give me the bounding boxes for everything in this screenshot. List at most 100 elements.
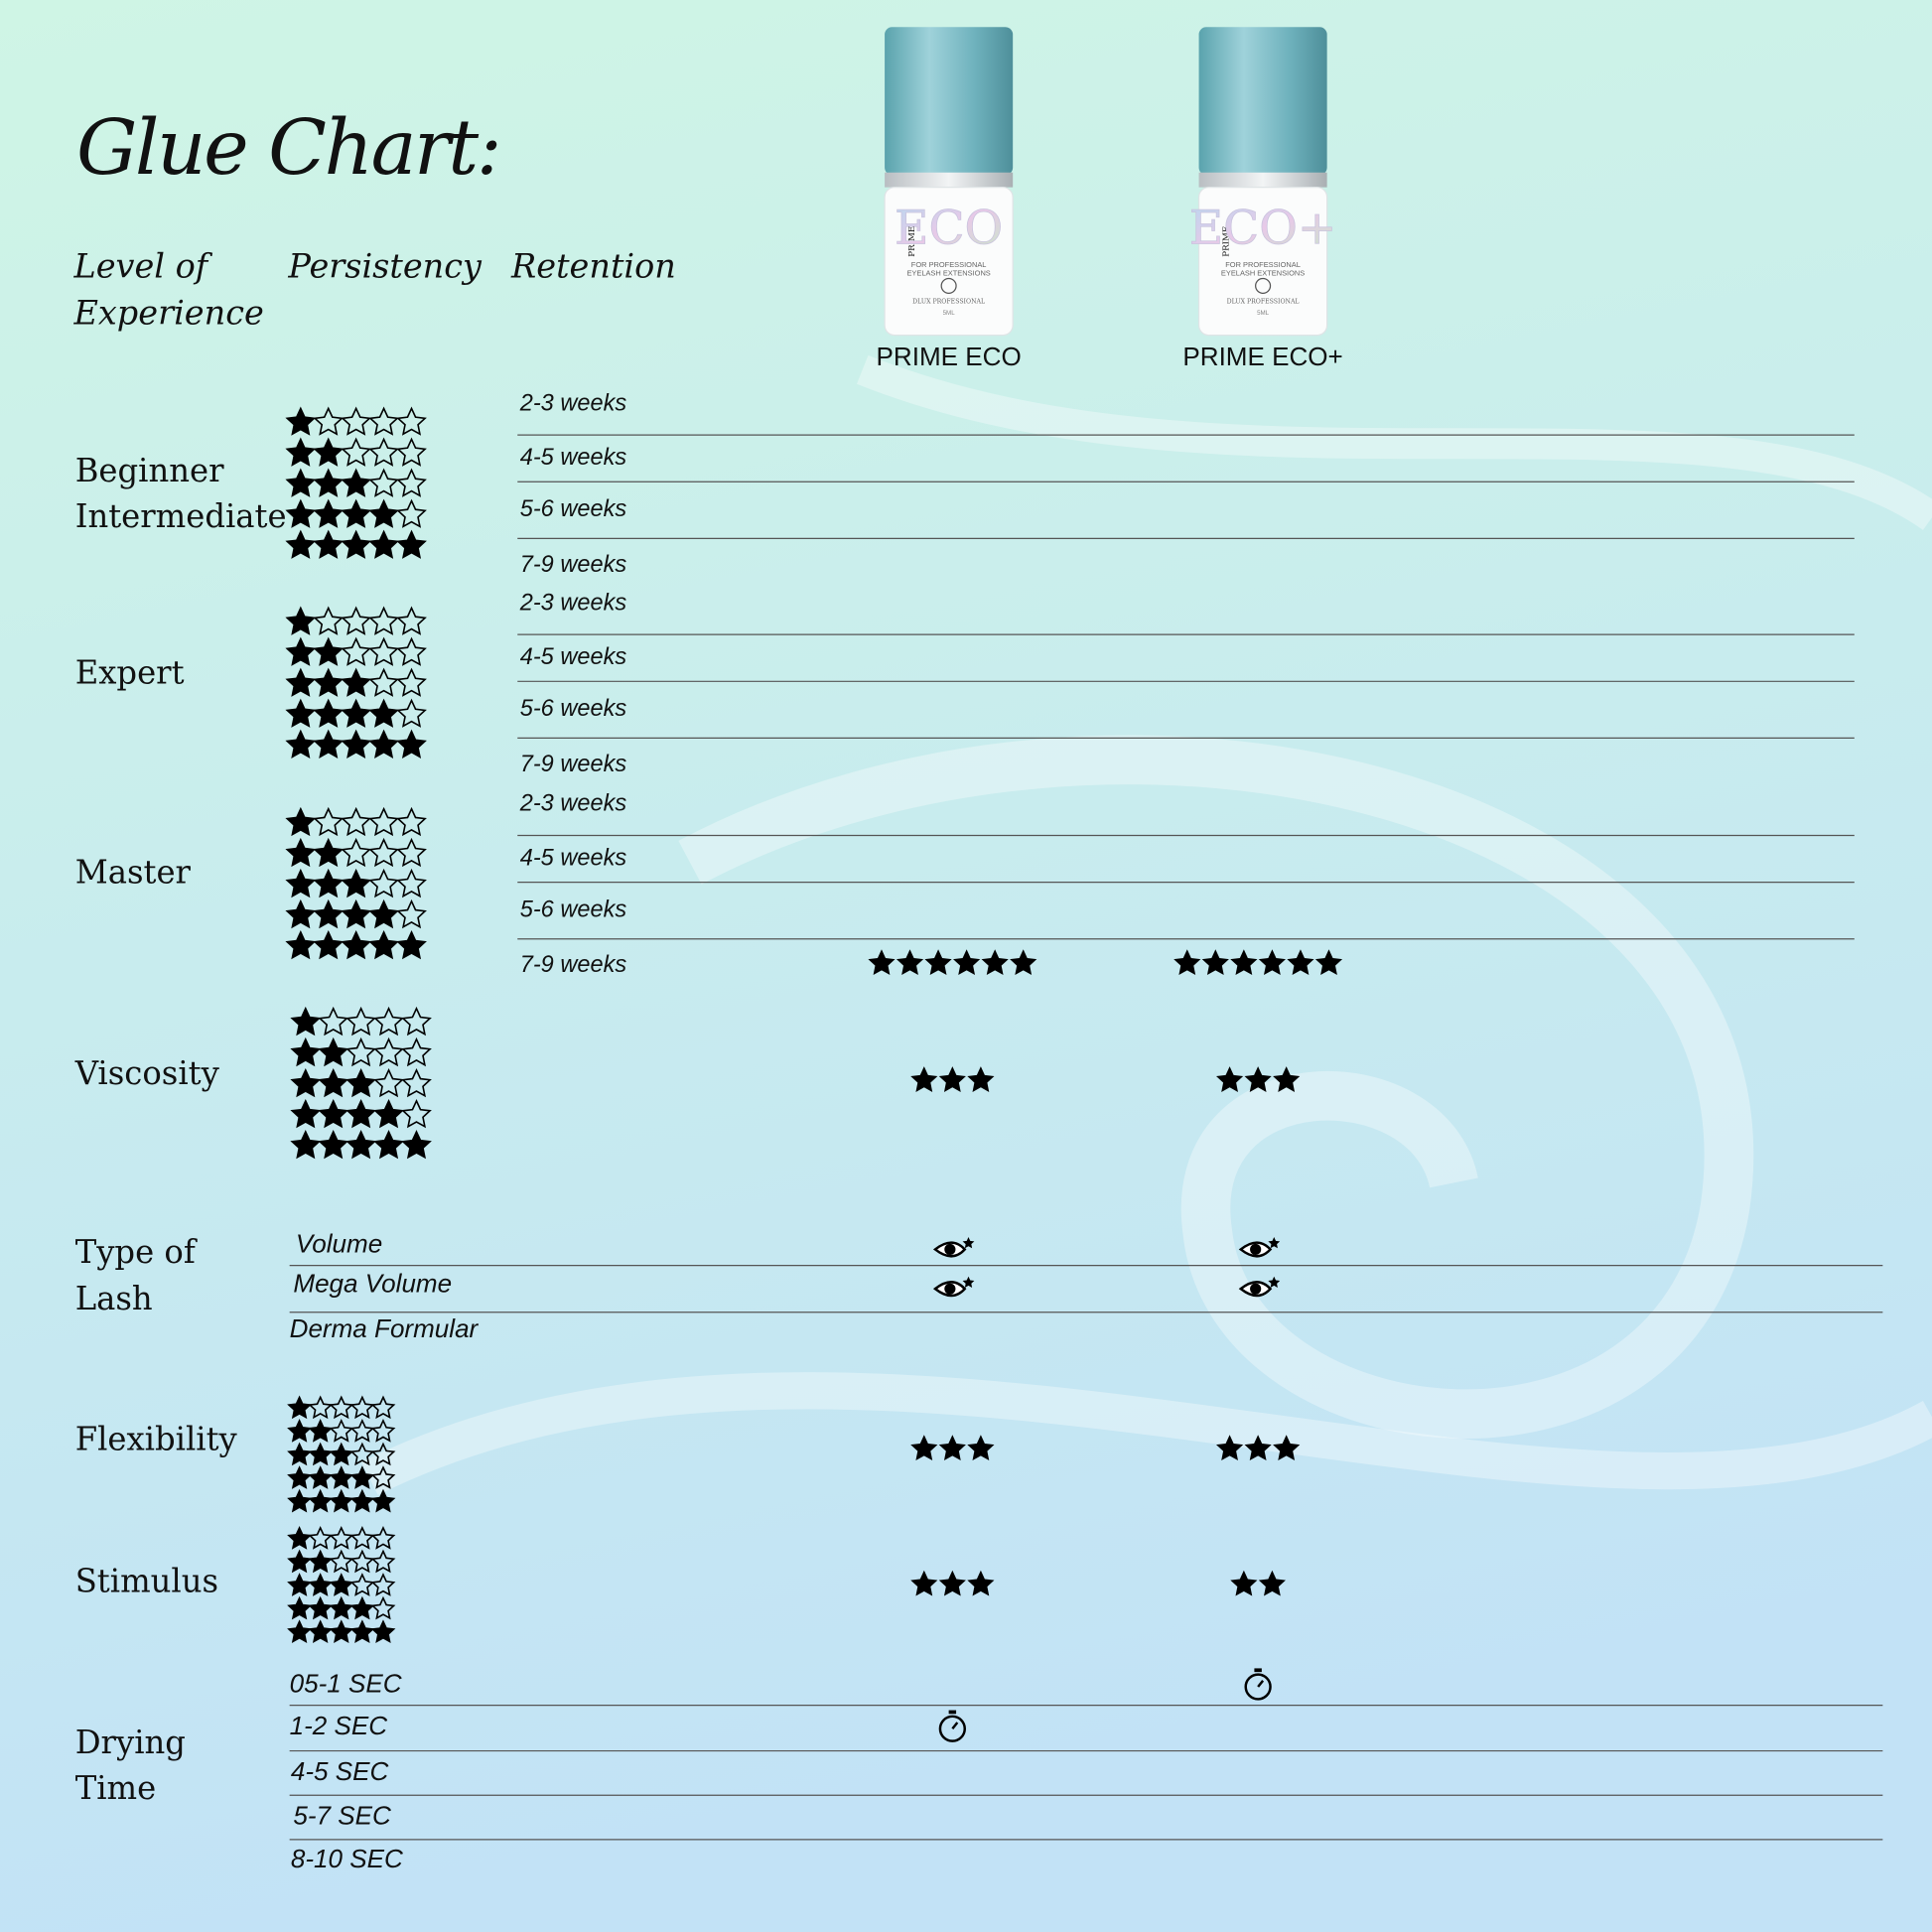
star (396, 437, 427, 467)
star (349, 1465, 375, 1489)
row-label: Beginner (75, 452, 224, 489)
star (1173, 949, 1201, 976)
star (313, 667, 345, 697)
star (396, 837, 427, 868)
star (313, 498, 345, 528)
star (370, 1595, 396, 1620)
star (345, 1098, 377, 1129)
star (368, 437, 400, 467)
star (308, 1549, 334, 1574)
star (368, 868, 400, 898)
star-scale-row (287, 1526, 396, 1550)
star-scale-row (287, 1419, 396, 1443)
eye-pupil (1250, 1283, 1262, 1295)
row-label: Type of (75, 1233, 198, 1271)
retention-option: 5-6 weeks (520, 896, 627, 921)
stopwatch-face (1244, 1673, 1272, 1701)
star (370, 1549, 396, 1574)
star (370, 1488, 396, 1513)
bottle-text: 5ML (1257, 310, 1270, 317)
star-scale-row (285, 498, 427, 528)
star-scale-row (290, 1036, 432, 1067)
star (341, 529, 372, 559)
retention-option: 2-3 weeks (519, 589, 627, 615)
retention-option: 7-9 weeks (520, 751, 627, 776)
star-scale-row (290, 1006, 432, 1036)
stopwatch-hand (1257, 1680, 1265, 1688)
star (910, 1066, 938, 1092)
star (345, 1129, 377, 1160)
star (308, 1619, 334, 1644)
star (285, 437, 317, 467)
star (967, 1570, 995, 1596)
star (1314, 949, 1343, 976)
star (401, 1006, 432, 1036)
star (349, 1549, 375, 1574)
star (1216, 1066, 1244, 1092)
product-rating (1216, 1435, 1301, 1461)
bottle-text: DLUX PROFESSIONAL (1227, 299, 1300, 306)
star (341, 468, 372, 497)
star (373, 1129, 404, 1160)
star (345, 1036, 377, 1067)
retention-option: 2-3 weeks (519, 389, 627, 415)
star (967, 1435, 995, 1461)
star (285, 898, 317, 929)
star (313, 529, 345, 559)
column-header: Retention (510, 247, 676, 286)
star (329, 1465, 354, 1489)
star (349, 1442, 375, 1466)
star (318, 1098, 349, 1129)
star (313, 868, 345, 898)
star (868, 949, 896, 976)
star (329, 1526, 354, 1550)
star-scale-row (285, 868, 427, 898)
row-label: Flexibility (75, 1421, 238, 1458)
star (313, 406, 345, 436)
bottle-text: 5ML (943, 310, 956, 317)
bottle-logo (1255, 277, 1272, 294)
star (345, 1067, 377, 1098)
star (287, 1526, 313, 1550)
star (967, 1066, 995, 1092)
star (285, 468, 317, 497)
row-label: Stimulus (75, 1562, 218, 1599)
row-label: Viscosity (74, 1054, 220, 1092)
star (396, 729, 427, 759)
option-label: Volume (296, 1229, 382, 1259)
star-scale-row (287, 1465, 396, 1489)
eye-icon (1238, 1276, 1281, 1298)
star (373, 1036, 404, 1067)
retention-option: 4-5 weeks (520, 844, 627, 870)
star (308, 1395, 334, 1420)
star (313, 929, 345, 960)
star (1273, 1435, 1301, 1461)
star (1230, 1570, 1258, 1596)
product-name: PRIME ECO (877, 342, 1022, 371)
star (1244, 1435, 1272, 1461)
star-scale-row (287, 1488, 396, 1513)
star (329, 1595, 354, 1620)
retention-option: 5-6 weeks (520, 495, 627, 521)
star (285, 667, 317, 697)
product-rating (868, 949, 1037, 976)
product-rating (910, 1570, 995, 1596)
star (349, 1526, 375, 1550)
star (1230, 949, 1258, 976)
column-header: Persistency (287, 247, 483, 286)
star (313, 806, 345, 837)
star (341, 929, 372, 960)
star (313, 729, 345, 759)
star (341, 636, 372, 666)
star (370, 1442, 396, 1466)
star-scale-row (285, 837, 427, 868)
star (373, 1098, 404, 1129)
star (318, 1006, 349, 1036)
stopwatch-icon (1244, 1668, 1272, 1701)
star (287, 1595, 313, 1620)
row-label: Master (75, 854, 192, 892)
star (308, 1488, 334, 1513)
star (341, 837, 372, 868)
product-rating (1230, 1570, 1286, 1596)
